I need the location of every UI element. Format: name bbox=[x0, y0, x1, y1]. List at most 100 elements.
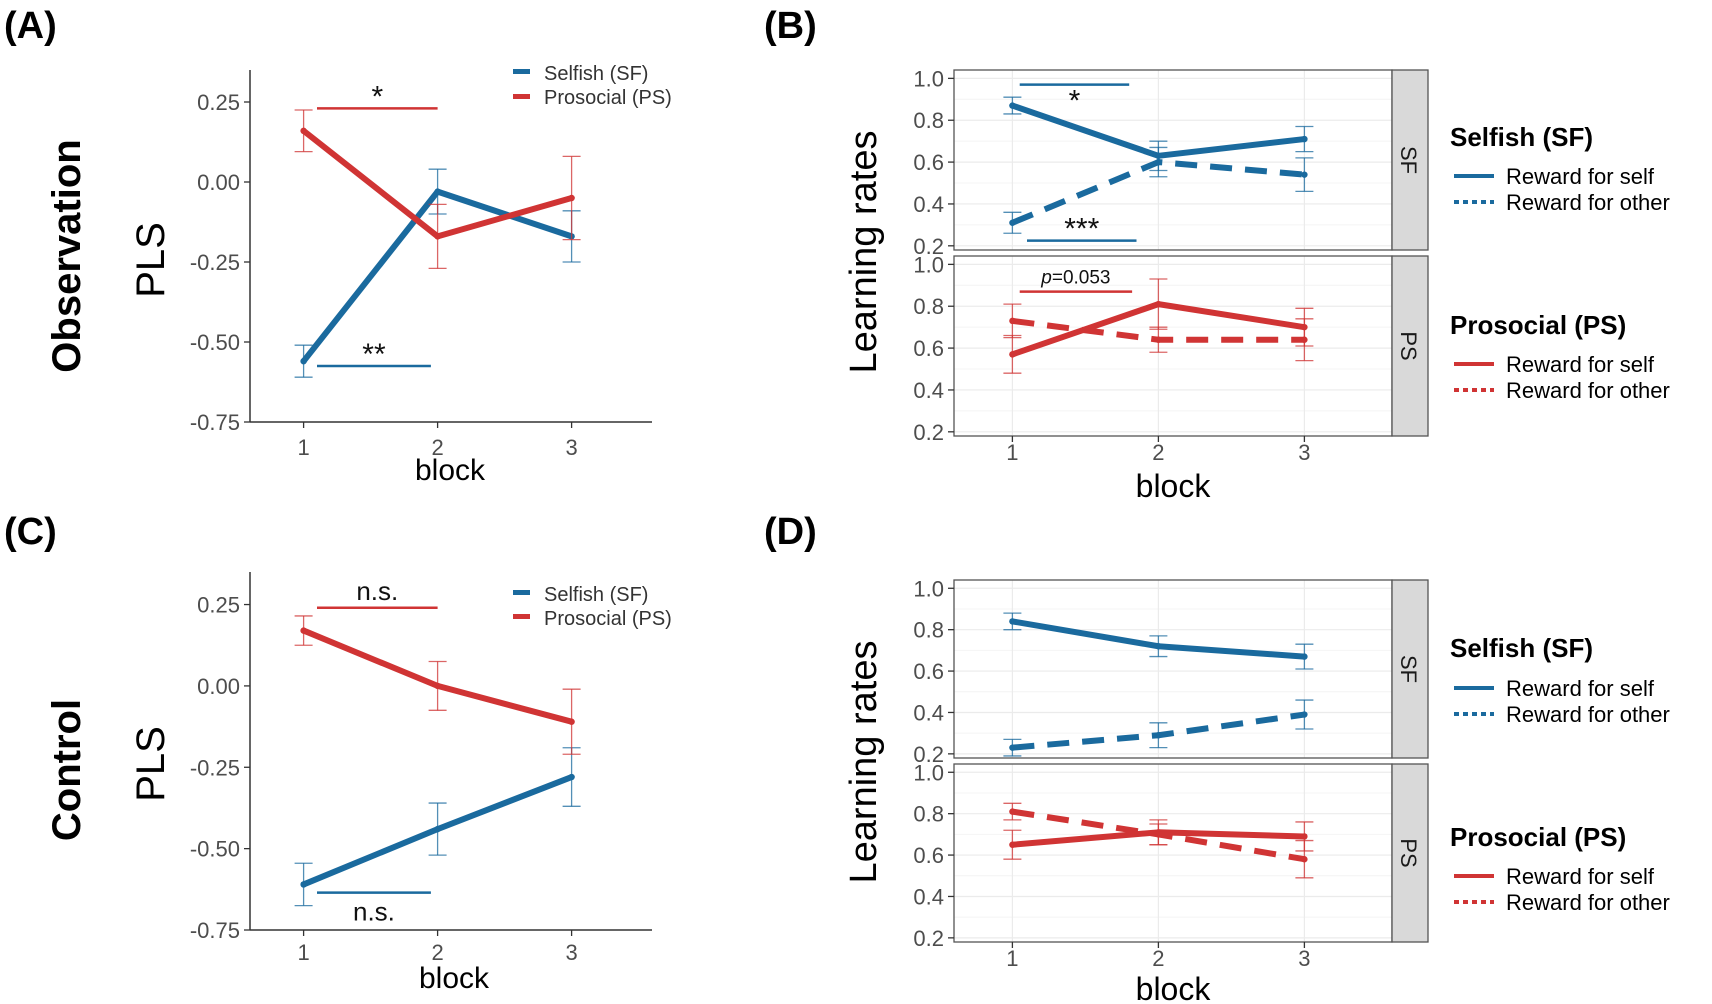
chart-d-ps-ytick-label: 0.2 bbox=[913, 926, 944, 951]
chart-b-sf-other-point bbox=[1301, 171, 1308, 178]
chart-a-prosocial-point bbox=[568, 194, 575, 202]
chart-a-xtick-label: 1 bbox=[297, 435, 309, 460]
chart-b-ps-ytick-label: 1.0 bbox=[913, 252, 944, 277]
chart-d-ps-other-point bbox=[1155, 831, 1162, 838]
chart-d-ps-xtick-label: 1 bbox=[1006, 946, 1018, 971]
panel-label-c: (C) bbox=[4, 511, 57, 553]
chart-b-sf-self-point bbox=[1301, 135, 1308, 143]
legend-c-sf-key bbox=[513, 590, 530, 595]
chart-d-ps-xtick-label: 3 bbox=[1298, 946, 1310, 971]
chart-d-sf-ytick-label: 1.0 bbox=[913, 576, 944, 601]
chart-d-ps-strip bbox=[1391, 763, 1429, 943]
panel-a-ylabel: PLS bbox=[129, 222, 173, 298]
chart-d-ps-self-point bbox=[1301, 833, 1308, 840]
chart-a-prosocial-point bbox=[434, 233, 441, 240]
chart-b-ps-significance-label: p=0.053 bbox=[1040, 268, 1110, 289]
chart-d-ps-ytick-label: 0.8 bbox=[913, 802, 944, 827]
legend-d-sf-title: Selfish (SF) bbox=[1450, 633, 1593, 663]
chart-b-ps-strip bbox=[1391, 255, 1429, 437]
panel-label-b: (B) bbox=[764, 5, 817, 47]
chart-a-ytick-label: -0.25 bbox=[190, 250, 240, 275]
chart-d-sf-strip bbox=[1391, 579, 1429, 759]
legend-d: Selfish (SF) Reward for self Reward for … bbox=[1450, 633, 1670, 915]
chart-c-ytick-label: 0.25 bbox=[197, 593, 240, 618]
chart-b-ps-self-point bbox=[1009, 351, 1016, 358]
chart-d-sf-other-point bbox=[1155, 732, 1162, 739]
chart-c-selfish-point bbox=[300, 881, 307, 888]
chart-c-ytick-label: 0.00 bbox=[197, 674, 240, 699]
chart-b-sf-significance-label: * bbox=[1069, 85, 1081, 118]
chart-b-sf-other-point bbox=[1155, 158, 1162, 166]
chart-d-ps-ytick-label: 0.6 bbox=[913, 843, 944, 868]
chart-d-ps-self-point bbox=[1009, 841, 1016, 848]
chart-d-ps-ytick-label: 1.0 bbox=[913, 760, 944, 785]
legend-d-sf-self-label: Reward for self bbox=[1506, 676, 1655, 701]
legend-b-sf-self-label: Reward for self bbox=[1506, 164, 1655, 189]
chart-b-sf-strip bbox=[1391, 69, 1429, 251]
legend-d-ps-title: Prosocial (PS) bbox=[1450, 822, 1626, 852]
chart-d-sf-ytick-label: 0.2 bbox=[913, 742, 944, 767]
chart-d-sf-other-point bbox=[1009, 744, 1016, 751]
legend-c: Selfish (SF) Prosocial (PS) bbox=[513, 584, 672, 630]
legend-b-ps-title: Prosocial (PS) bbox=[1450, 310, 1626, 340]
chart-d-sf-self-point bbox=[1009, 618, 1016, 625]
chart-b-sf-ytick-label: 0.8 bbox=[913, 108, 944, 133]
chart-a-xtick-label: 3 bbox=[565, 435, 577, 460]
chart-a-selfish-point bbox=[300, 358, 307, 365]
panel-label-d: (D) bbox=[764, 511, 817, 553]
chart-b-sf-self-point bbox=[1009, 102, 1016, 109]
chart-b-ps-ytick-label: 0.6 bbox=[913, 336, 944, 361]
chart-a-ytick-label: 0.00 bbox=[197, 170, 240, 195]
chart-b-ps-ytick-label: 0.8 bbox=[913, 294, 944, 319]
chart-a-ytick-label: 0.25 bbox=[197, 90, 240, 115]
chart-c-xtick-label: 3 bbox=[565, 940, 577, 965]
chart-d-sf-other-point bbox=[1301, 711, 1308, 718]
row-label-control: Control bbox=[45, 699, 89, 841]
chart-d-sf-ytick-label: 0.8 bbox=[913, 618, 944, 643]
chart-a-xtick-label: 2 bbox=[431, 435, 443, 460]
chart-b-sf-ytick-label: 1.0 bbox=[913, 66, 944, 91]
chart-a-prosocial-point bbox=[300, 127, 307, 134]
chart-b-ps-other-point bbox=[1009, 317, 1016, 325]
chart-b-ps-strip-label: PS bbox=[1396, 331, 1421, 360]
legend-b-ps-self-label: Reward for self bbox=[1506, 352, 1655, 377]
chart-d-ps-other-point bbox=[1301, 856, 1308, 863]
chart-b-ps-ytick-label: 0.4 bbox=[913, 378, 944, 403]
chart-c-ytick-label: -0.75 bbox=[190, 918, 240, 943]
chart-b-sf-other-point bbox=[1009, 219, 1016, 226]
legend-b-sf-other-label: Reward for other bbox=[1506, 190, 1670, 215]
legend-d-ps-self-label: Reward for self bbox=[1506, 864, 1655, 889]
panel-c-xlabel: block bbox=[419, 962, 490, 995]
chart-d-ps-frame bbox=[953, 763, 1393, 943]
chart-c-significance-label: n.s. bbox=[356, 576, 398, 606]
legend-a: Selfish (SF) Prosocial (PS) bbox=[513, 63, 672, 109]
legend-c-ps-label: Prosocial (PS) bbox=[544, 608, 672, 630]
legend-a-ps-label: Prosocial (PS) bbox=[544, 87, 672, 109]
chart-c-xtick-label: 1 bbox=[297, 940, 309, 965]
legend-d-sf-other-label: Reward for other bbox=[1506, 702, 1670, 727]
chart-c-significance-label: n.s. bbox=[353, 897, 395, 927]
chart-b-ps-xtick-label: 3 bbox=[1298, 440, 1310, 465]
chart-b-ps-self-point bbox=[1155, 300, 1162, 308]
chart-c-xtick-label: 2 bbox=[431, 940, 443, 965]
chart-c-ytick-label: -0.50 bbox=[190, 837, 240, 862]
chart-c-prosocial-point bbox=[568, 718, 575, 725]
chart-b-sf-ytick-label: 0.6 bbox=[913, 150, 944, 175]
legend-b: Selfish (SF) Reward for self Reward for … bbox=[1450, 122, 1670, 403]
chart-b-ps-frame bbox=[953, 255, 1393, 437]
chart-b-sf-strip-label: SF bbox=[1396, 146, 1421, 174]
legend-b-sf-title: Selfish (SF) bbox=[1450, 122, 1593, 152]
legend-b-ps-other-label: Reward for other bbox=[1506, 378, 1670, 403]
chart-c-prosocial-point bbox=[300, 627, 307, 634]
chart-b-ps-xtick-label: 1 bbox=[1006, 440, 1018, 465]
chart-b-ps-other-point bbox=[1155, 336, 1162, 343]
chart-c-selfish-point bbox=[434, 825, 441, 833]
chart-d-sf-strip-label: SF bbox=[1396, 655, 1421, 683]
chart-b-sf-significance-label: *** bbox=[1064, 213, 1099, 246]
chart-d-ps-ytick-label: 0.4 bbox=[913, 884, 944, 909]
chart-b-ps-xtick-label: 2 bbox=[1152, 440, 1164, 465]
legend-a-ps-key bbox=[513, 94, 530, 99]
plots: -0.75 -0.50 -0.25 0.00 0.25 1 2 3 *** SF 0.2 0.4 0.6… bbox=[190, 66, 1429, 971]
panel-b-ylabel: Learning rates bbox=[843, 131, 885, 374]
